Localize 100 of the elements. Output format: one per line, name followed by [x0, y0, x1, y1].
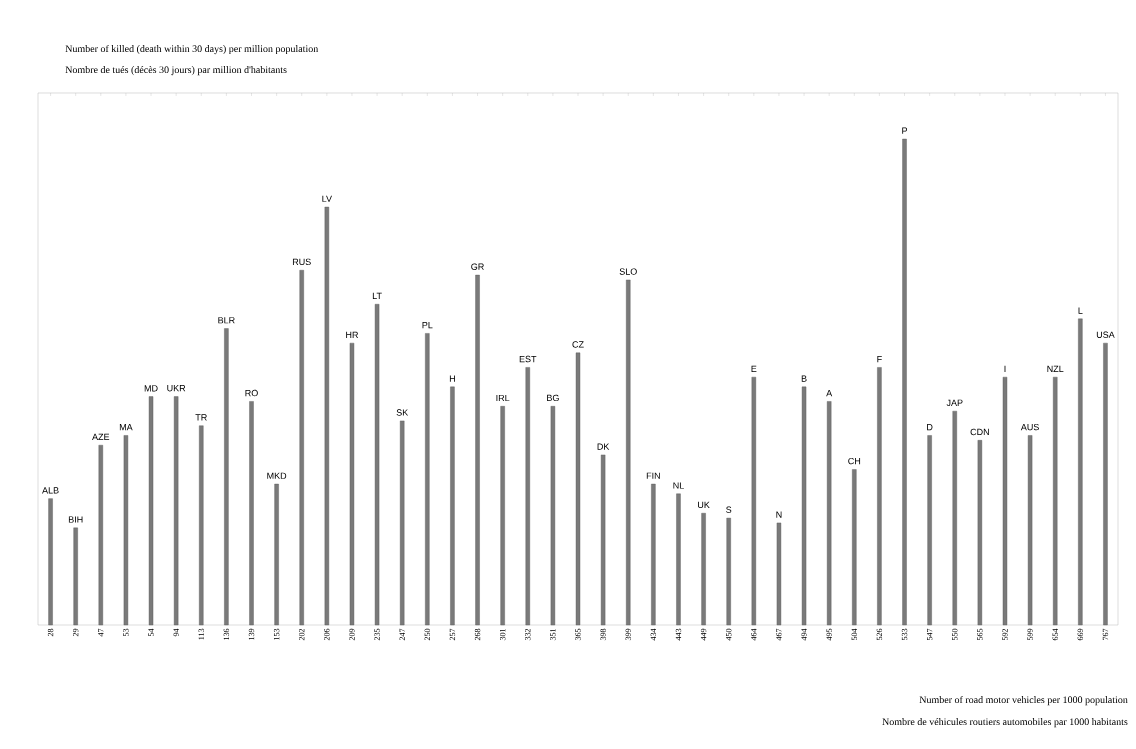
bar	[927, 435, 932, 626]
annotation: CDN	[970, 428, 989, 436]
annotation: A	[826, 390, 833, 397]
bar	[48, 498, 53, 626]
x-tick-label: 209	[349, 628, 355, 641]
annotation: CZ	[572, 341, 584, 348]
bar	[651, 483, 656, 626]
annotation: B	[801, 375, 807, 382]
x-tick-label: 47	[98, 628, 104, 637]
annotation: BG	[547, 394, 559, 402]
annotation: CH	[848, 457, 861, 465]
bar	[751, 376, 757, 626]
bar	[626, 279, 631, 626]
x-tick-label: 547	[926, 628, 933, 641]
x-tick-label: 565	[977, 628, 983, 641]
x-tick-label: 495	[826, 628, 832, 641]
annotation: LT	[372, 292, 382, 300]
bar	[1103, 342, 1108, 626]
bar	[952, 410, 957, 626]
bar	[902, 138, 907, 626]
x-tick-label: 450	[726, 628, 732, 641]
annotation: E	[751, 365, 757, 372]
bar	[575, 352, 581, 626]
text: Number of road motor vehicles per 1000 population	[919, 695, 1128, 706]
bar	[199, 425, 204, 626]
x-tick-label: 235	[374, 628, 380, 641]
annotation: SLO	[619, 268, 637, 275]
x-tick-label: 54	[148, 628, 154, 637]
x-tick-label: 443	[675, 628, 682, 641]
annotation: EST	[519, 355, 537, 363]
x-tick-label: 247	[399, 628, 405, 641]
annotation: LV	[322, 195, 332, 202]
x-tick-label: 53	[123, 628, 129, 637]
annotation: F	[877, 356, 882, 363]
x-tick-label: 94	[173, 628, 179, 637]
annotation: DK	[597, 443, 610, 450]
x-tick-label: 139	[248, 628, 255, 640]
x-tick-label: 28	[47, 628, 54, 637]
annotation: TR	[195, 414, 207, 421]
annotation: RUS	[292, 258, 311, 266]
annotation: SK	[396, 409, 409, 416]
bar	[525, 367, 530, 626]
annotation: H	[449, 375, 455, 382]
x-tick-label: 351	[550, 629, 556, 641]
bar	[73, 527, 78, 626]
bar	[450, 386, 455, 626]
annotation: GR	[471, 263, 484, 270]
bar	[1002, 376, 1008, 626]
bar	[98, 444, 103, 626]
bar	[977, 440, 983, 626]
x-tick-label: 268	[474, 628, 481, 641]
bar	[1053, 376, 1058, 626]
annotation: I	[1004, 365, 1006, 372]
bar	[852, 469, 857, 626]
annotation: IRL	[496, 394, 510, 402]
annotation: MA	[119, 424, 133, 431]
text: Nombre de tués (décès 30 jours) par million d'habitants	[65, 66, 287, 76]
bar	[249, 401, 254, 626]
x-tick-label: 669	[1077, 628, 1084, 641]
annotation: AUS	[1020, 423, 1039, 431]
bar	[726, 517, 731, 626]
bar	[877, 367, 882, 626]
x-tick-label: 206	[324, 628, 330, 641]
x-tick-label: 504	[851, 628, 857, 641]
bar	[801, 386, 807, 626]
x-tick-label: 257	[449, 628, 456, 641]
annotation: P	[902, 127, 908, 134]
annotation: HR	[346, 331, 359, 338]
bar	[600, 454, 606, 626]
x-tick-label: 398	[600, 628, 606, 641]
text: Nombre de véhicules routiers automobiles par 1000 habitants	[882, 718, 1128, 728]
annotation: NL	[673, 482, 684, 489]
bar	[148, 396, 154, 626]
bar	[425, 333, 430, 626]
x-tick-label: 533	[901, 628, 908, 641]
annotation: D	[927, 424, 933, 431]
bar	[550, 406, 556, 626]
bar	[274, 483, 279, 626]
annotation: MD	[144, 385, 158, 392]
bar	[374, 304, 380, 626]
annotation: BIH	[68, 516, 83, 523]
x-tick-label: 113	[198, 628, 204, 640]
bar	[324, 206, 330, 626]
bar	[676, 493, 681, 626]
x-tick-label: 494	[801, 628, 807, 641]
x-tick-label: 399	[625, 628, 631, 641]
x-tick-label: 332	[525, 628, 531, 641]
x-tick-label: 365	[575, 628, 581, 641]
bar	[224, 328, 229, 626]
annotation: RO	[245, 389, 258, 397]
annotation: PL	[422, 322, 433, 329]
x-tick-label: 526	[876, 628, 883, 641]
x-tick-label: 449	[700, 628, 707, 641]
bar	[475, 274, 480, 626]
annotation: MKD	[267, 472, 287, 479]
x-tick-label: 202	[299, 628, 305, 641]
x-tick-label: 434	[650, 628, 657, 641]
annotation: NZL	[1047, 365, 1064, 372]
x-tick-label: 136	[223, 628, 230, 640]
bar	[299, 270, 304, 626]
